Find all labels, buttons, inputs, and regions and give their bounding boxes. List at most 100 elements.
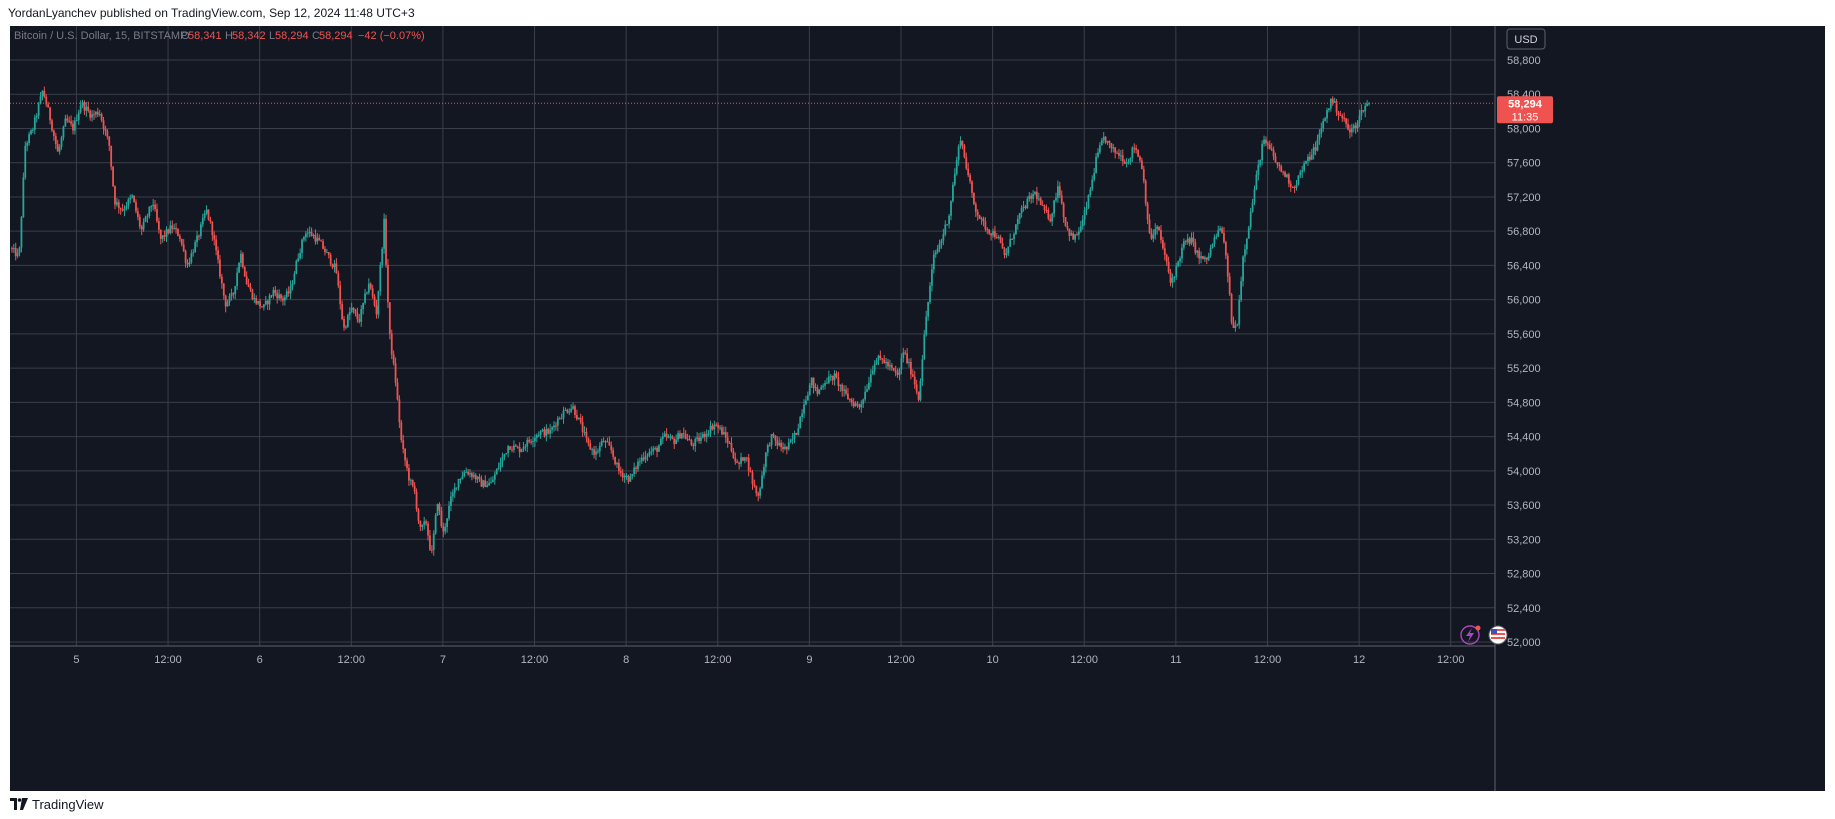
candle: [64, 114, 67, 127]
lightning-icon[interactable]: [1460, 625, 1481, 645]
candle: [511, 446, 513, 453]
candle: [1293, 185, 1296, 194]
candle-body: [451, 492, 454, 497]
candle: [885, 357, 888, 369]
candle-body: [801, 413, 804, 417]
candle: [1079, 220, 1082, 233]
candle-body: [180, 238, 183, 245]
candle: [764, 452, 767, 473]
candle: [325, 248, 328, 254]
candle-body: [978, 215, 981, 219]
candle: [1043, 204, 1046, 214]
candle: [992, 228, 994, 238]
price-tick-label: 52,400: [1507, 603, 1541, 615]
candle-body: [583, 431, 586, 433]
candle: [709, 420, 712, 437]
candle: [869, 369, 872, 387]
candle: [606, 437, 609, 443]
candle: [215, 235, 218, 256]
candle: [1123, 159, 1126, 165]
candle-body: [700, 437, 702, 441]
candle: [1324, 116, 1327, 122]
candle: [345, 324, 347, 330]
candle-body: [1291, 186, 1294, 188]
candle: [1211, 243, 1214, 249]
candle-body: [671, 436, 674, 439]
candle-body: [757, 493, 760, 496]
candle-body: [430, 549, 433, 551]
close-value: 58,294: [319, 30, 353, 42]
candle: [1116, 150, 1118, 154]
candle-body: [553, 425, 555, 428]
candle: [915, 379, 918, 395]
candle-body: [240, 253, 242, 263]
candle-body: [463, 472, 466, 477]
candle-body: [493, 474, 496, 480]
currency-button[interactable]: USD: [1506, 28, 1546, 50]
candle: [1257, 159, 1260, 181]
candle-body: [175, 227, 177, 230]
candle-body: [1314, 147, 1317, 151]
candle-body: [1265, 139, 1267, 144]
candle-body: [764, 452, 767, 468]
candle: [1163, 242, 1166, 261]
candle: [253, 293, 256, 304]
candle: [232, 292, 235, 299]
candle: [341, 300, 344, 321]
candle-body: [1114, 147, 1117, 153]
candle: [1100, 137, 1103, 146]
candle: [1077, 227, 1080, 240]
candle: [459, 478, 462, 484]
candle-body: [184, 250, 187, 263]
candle-body: [495, 469, 498, 475]
candle: [37, 101, 40, 119]
chart-frame[interactable]: 58,800 58,400 58,000 57,600 57,200 56,800 56,4…: [10, 26, 1825, 791]
candle: [944, 220, 947, 237]
candle-body: [150, 206, 153, 208]
candle: [1173, 276, 1176, 283]
candle: [747, 453, 750, 477]
candle: [1190, 232, 1193, 246]
candle-body: [318, 237, 321, 241]
close-label: C: [312, 30, 320, 42]
candle: [1362, 110, 1365, 113]
price-chart[interactable]: 58,80058,40058,00057,60057,20056,80056,4…: [10, 26, 1825, 791]
price-tick-label: 56,800: [1507, 226, 1541, 238]
candle: [45, 94, 48, 107]
candle: [320, 239, 323, 242]
candle: [881, 358, 884, 365]
candle-body: [108, 136, 111, 146]
candle: [1215, 233, 1218, 240]
candle: [442, 522, 445, 538]
time-axis[interactable]: 5 12:00 6 12:00 7 12:00 8 12:00 9 12:00 10 12:00 11 1…: [73, 654, 1464, 666]
candle: [665, 428, 668, 441]
candle: [841, 383, 844, 397]
candle-body: [217, 250, 219, 260]
currency-button-frame[interactable]: [1506, 28, 1546, 50]
candle: [929, 282, 931, 305]
candle: [1245, 238, 1248, 255]
price-axis[interactable]: 58,80058,40058,00057,60057,20056,80056,4…: [1507, 55, 1541, 649]
candle-body: [85, 106, 88, 111]
candle: [659, 437, 662, 446]
candle-body: [1253, 189, 1256, 203]
candle-body: [640, 457, 643, 462]
candle: [1270, 143, 1273, 152]
candle: [879, 350, 882, 361]
candle: [1295, 180, 1298, 191]
candle: [854, 401, 857, 407]
candle-body: [1242, 256, 1244, 282]
candle: [127, 197, 130, 210]
us-flag-icon[interactable]: [1488, 625, 1508, 645]
candle-body: [900, 358, 903, 370]
candle: [438, 502, 441, 516]
candle: [990, 232, 992, 241]
candle-body: [362, 302, 365, 310]
candle: [480, 475, 483, 487]
candle: [852, 398, 855, 409]
candles: [11, 86, 1370, 556]
candle-body: [740, 457, 742, 464]
candle-body: [711, 425, 714, 430]
candle-body: [1152, 234, 1155, 239]
candle: [1205, 257, 1208, 265]
